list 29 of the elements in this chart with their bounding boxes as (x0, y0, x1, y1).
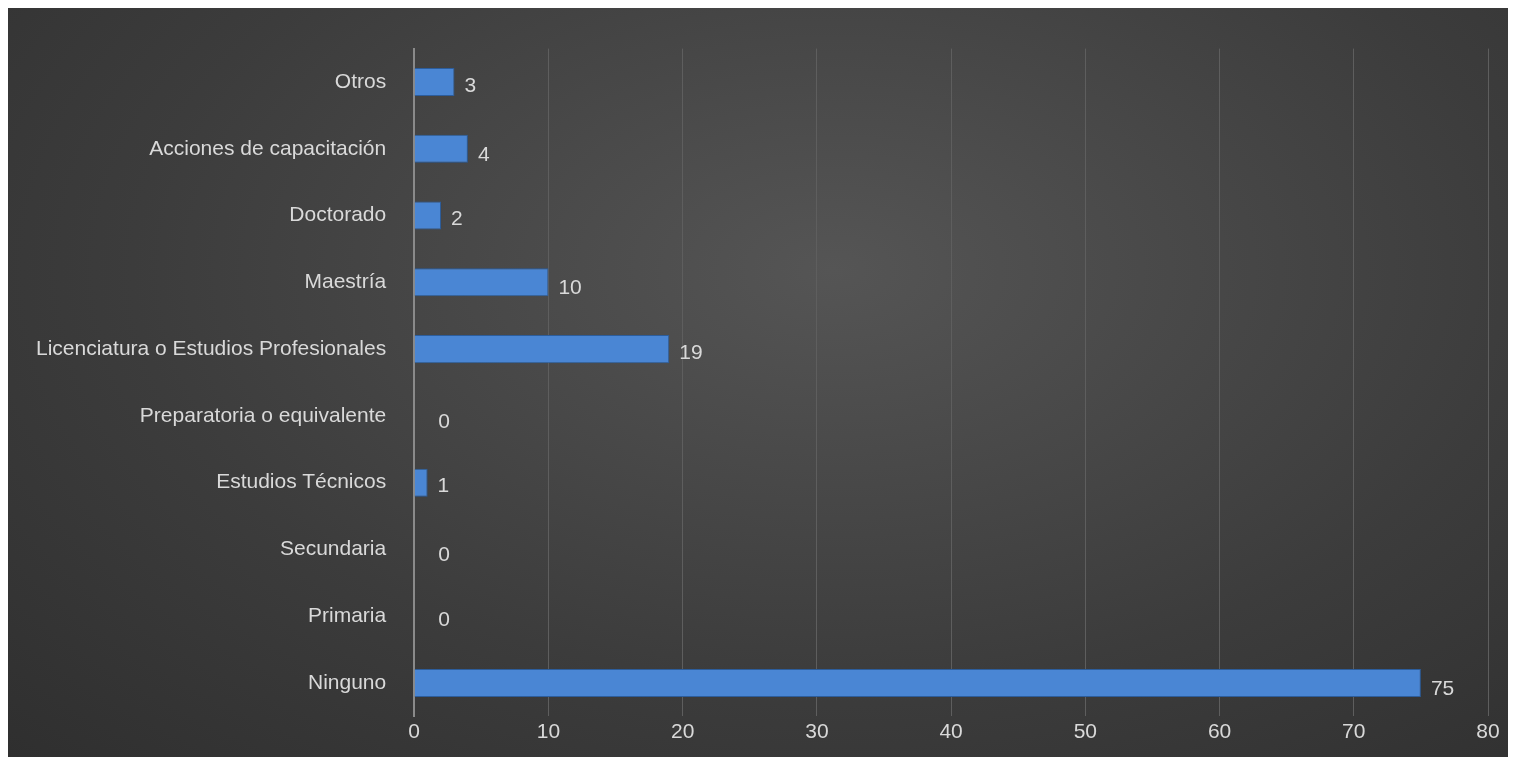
x-tick-label: 40 (939, 718, 963, 742)
data-label: 1 (437, 473, 450, 497)
y-tick-label: Ninguno (307, 669, 387, 693)
y-tick-label: Licenciatura o Estudios Profesionales (36, 335, 387, 359)
data-label: 0 (438, 607, 450, 631)
data-label: 19 (679, 339, 703, 363)
x-tick-label: 80 (1476, 718, 1500, 742)
data-label: 75 (1430, 675, 1455, 699)
data-label: 4 (477, 141, 490, 165)
data-label: 0 (438, 408, 450, 432)
y-tick-label: Otros (334, 68, 387, 92)
y-tick-label: Doctorado (289, 202, 387, 226)
x-tick-label: 20 (670, 718, 695, 742)
data-label: 3 (464, 72, 477, 96)
x-tick-label: 50 (1073, 718, 1098, 742)
x-tick-label: 60 (1207, 718, 1232, 742)
y-tick-label: Acciones de capacitación (149, 135, 387, 159)
y-tick-label: Primaria (308, 603, 387, 627)
x-tick-label: 30 (805, 718, 829, 742)
x-tick-label: 10 (536, 718, 561, 742)
x-tick-label: 0 (408, 718, 421, 742)
y-tick-label: Maestría (304, 269, 387, 293)
y-tick-label: Estudios Técnicos (216, 469, 387, 493)
data-label: 2 (451, 206, 463, 230)
y-tick-label: Preparatoria o equivalente (139, 402, 387, 426)
data-label: 0 (438, 542, 450, 566)
x-tick-label: 70 (1342, 718, 1366, 742)
data-label: 10 (558, 275, 582, 299)
y-tick-label: Secundaria (279, 536, 387, 560)
